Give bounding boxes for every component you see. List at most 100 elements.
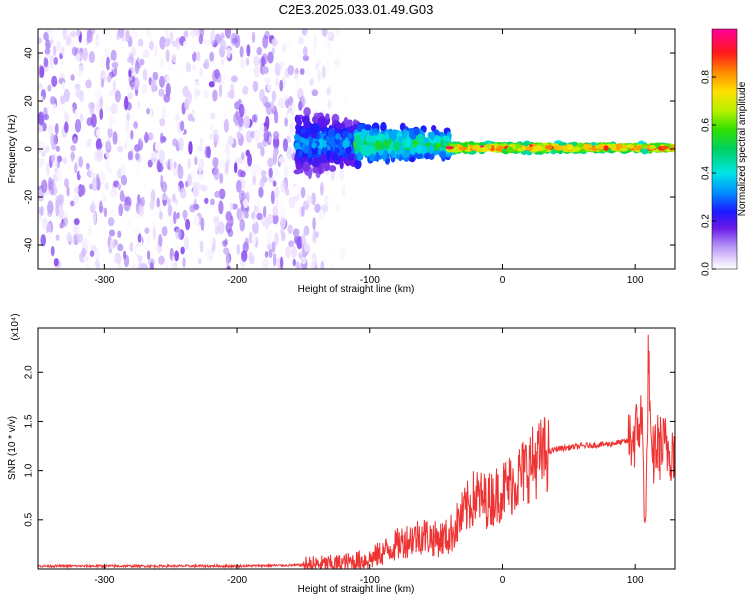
spectrogram-cell xyxy=(224,238,228,246)
spectrogram-cell xyxy=(218,84,223,98)
spectrogram-cell xyxy=(311,89,319,97)
spectrogram-cell xyxy=(295,78,300,86)
spectrogram-cell xyxy=(138,203,144,218)
spectrogram-cell xyxy=(165,82,171,97)
spectrogram-y-axis-label: Frequency (Hz) xyxy=(7,115,18,184)
spectrogram-cell xyxy=(43,31,50,41)
spectrogram-cell xyxy=(272,135,280,150)
spectrogram-cell xyxy=(185,62,192,73)
spectrogram-cell xyxy=(415,144,423,154)
spectrogram-cell xyxy=(180,187,187,199)
chart-title: C2E3.2025.033.01.49.G03 xyxy=(279,2,434,17)
spectrogram-cell xyxy=(325,113,330,120)
spectrogram-cell xyxy=(395,154,400,160)
colorbar: 0.0 0.2 0.4 0.6 0.8 Normalized spectral ampl… xyxy=(701,28,748,276)
spectrogram-cell xyxy=(240,58,246,70)
spectrogram-cell xyxy=(214,209,218,218)
spectrogram-cell xyxy=(159,36,166,50)
spectrogram-cell xyxy=(264,77,271,84)
spectrogram-cell xyxy=(40,234,47,247)
spectrogram-cell xyxy=(240,170,246,178)
spectrogram-cell xyxy=(135,101,139,108)
spectrogram-cell xyxy=(279,217,286,229)
spectrogram-cell xyxy=(125,29,130,43)
spectrogram-cell xyxy=(44,47,51,55)
spectrogram-cell xyxy=(445,146,454,150)
spectrogram-cell xyxy=(268,167,273,178)
spectrogram-cell xyxy=(287,224,293,235)
snr-x-tick-label: -300 xyxy=(94,575,114,586)
spectrogram-cell xyxy=(305,68,309,76)
spectrogram-cell xyxy=(331,169,335,181)
spectrogram-cell xyxy=(103,47,110,58)
spectrogram-y-tick-label: -40 xyxy=(24,237,35,252)
spectrogram-cell xyxy=(327,98,332,110)
snr-y-axis: 0.5 1.0 1.5 2.0 xyxy=(24,365,675,527)
spectrogram-cell xyxy=(105,106,112,113)
spectrogram-cell xyxy=(114,90,121,103)
colorbar-tick-label: 0.2 xyxy=(701,214,712,228)
spectrogram-cell xyxy=(70,144,76,152)
spectrogram-cell xyxy=(341,184,346,197)
spectrogram-cell xyxy=(212,89,218,102)
spectrogram-cell xyxy=(525,146,534,151)
spectrogram-cell xyxy=(265,115,270,130)
spectrogram-cell xyxy=(173,211,177,225)
spectrogram-cell xyxy=(303,119,311,129)
spectrogram-cell xyxy=(159,56,165,69)
spectrogram-cell xyxy=(130,46,137,57)
spectrogram-cell xyxy=(70,200,75,207)
spectrogram-cell xyxy=(267,157,274,168)
spectrogram-cell xyxy=(204,247,212,260)
spectrogram-cell xyxy=(38,83,43,90)
spectrogram-cell xyxy=(219,79,225,87)
spectrogram-cell xyxy=(151,219,158,228)
spectrogram-cell xyxy=(292,228,300,238)
spectrogram-cell xyxy=(118,203,124,217)
spectrogram-cell xyxy=(41,179,48,193)
spectrogram-cell xyxy=(59,222,64,229)
spectrogram-cell xyxy=(134,144,141,152)
snr-series-line xyxy=(38,334,675,569)
spectrogram-cell xyxy=(263,205,267,218)
spectrogram-cell xyxy=(317,138,324,149)
spectrogram-cell xyxy=(98,200,103,214)
spectrogram-cell xyxy=(82,47,88,61)
spectrogram-cell xyxy=(572,146,581,152)
spectrogram-cell xyxy=(238,103,245,118)
spectrogram-cell xyxy=(209,198,215,206)
spectrogram-cell xyxy=(288,186,295,201)
spectrogram-cell xyxy=(408,156,416,163)
spectrogram-cell xyxy=(147,70,153,78)
spectrogram-cell xyxy=(368,146,376,155)
spectrogram-cell xyxy=(166,63,174,72)
spectrogram-cell xyxy=(187,158,191,169)
spectrogram-cell xyxy=(128,69,132,78)
spectrogram-cell xyxy=(78,64,85,76)
spectrogram-cell xyxy=(214,33,222,45)
spectrogram-cell xyxy=(198,34,204,45)
spectrogram-cell xyxy=(73,162,78,174)
spectrogram-cell xyxy=(347,132,353,140)
spectrogram-cell xyxy=(172,104,177,114)
spectrogram-cell xyxy=(150,151,157,159)
spectrogram-cell xyxy=(660,145,670,150)
spectrogram-cell xyxy=(213,215,220,226)
snr-y-tick-label: 1.5 xyxy=(24,414,35,428)
spectrogram-cell xyxy=(73,218,80,226)
spectrogram-cell xyxy=(192,187,200,198)
spectrogram-cell xyxy=(554,146,563,151)
spectrogram-cell xyxy=(342,139,350,149)
spectrogram-cell xyxy=(183,40,188,49)
spectrogram-cell xyxy=(38,53,41,61)
spectrogram-cell xyxy=(91,177,97,192)
spectrogram-cell xyxy=(322,145,328,154)
spectrogram-cell xyxy=(197,145,204,153)
spectrogram-cell xyxy=(176,212,180,220)
spectrogram-cell xyxy=(78,156,84,168)
spectrogram-cell xyxy=(133,227,140,236)
spectrogram-cell xyxy=(85,162,91,170)
colorbar-tick-label: 0.4 xyxy=(701,166,712,180)
spectrogram-cell xyxy=(99,108,104,121)
spectrogram-cell xyxy=(294,133,300,141)
